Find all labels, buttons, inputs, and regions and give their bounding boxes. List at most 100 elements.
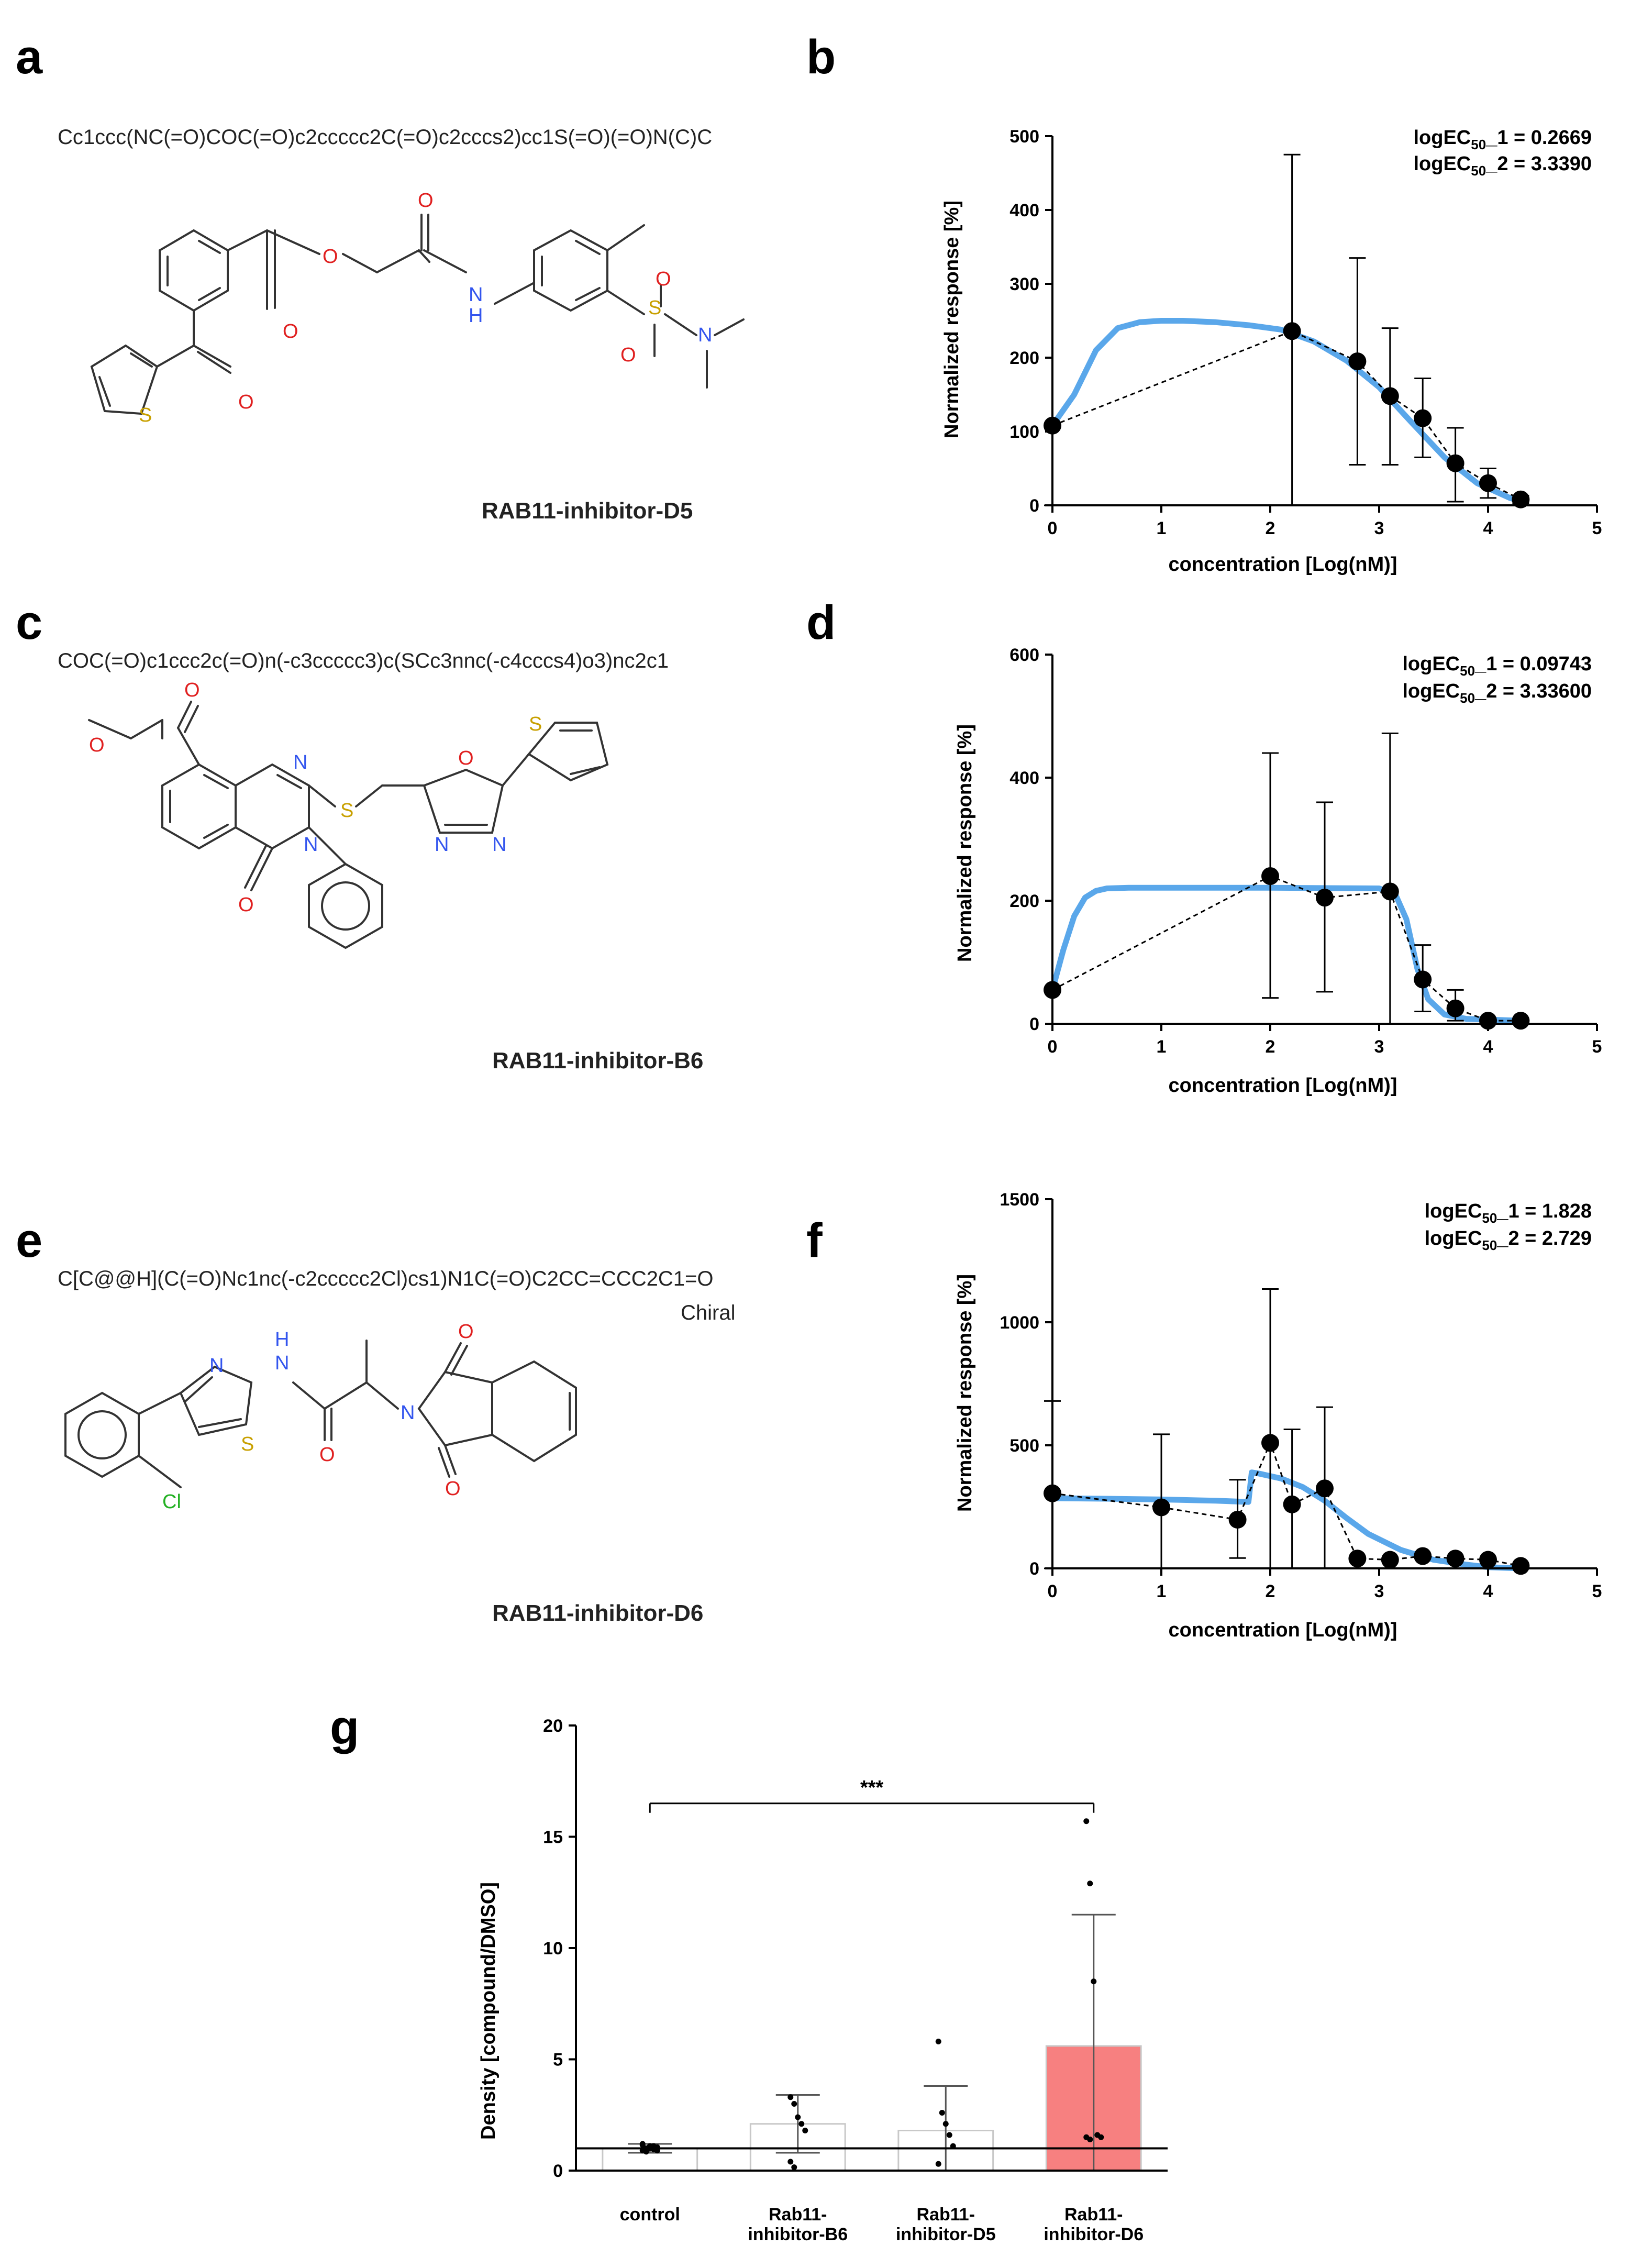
chart-d-x-label: concentration [Log(nM)] bbox=[1169, 1075, 1397, 1097]
chart-d-data-point bbox=[1512, 1012, 1530, 1030]
atom-n1-quinazoline: N bbox=[293, 751, 307, 773]
chart-g-dot bbox=[935, 2039, 941, 2044]
atom-o-amide: O bbox=[418, 190, 434, 212]
chart-g-category-label: Rab11- bbox=[1064, 2205, 1123, 2225]
chart-b-y-tick-label: 100 bbox=[1009, 422, 1039, 442]
chart-b-axes: 0 1 2 3 4 5 0 100 200 300 400 500 bbox=[1009, 127, 1602, 538]
chart-d-x-tick-label: 3 bbox=[1374, 1037, 1384, 1057]
atom-o-quinazolinone: O bbox=[238, 894, 254, 916]
chart-b-data-point bbox=[1479, 474, 1497, 492]
atom-n-oxadiazole-1: N bbox=[435, 834, 449, 856]
chart-g-category-label: inhibitor-B6 bbox=[748, 2225, 848, 2244]
atom-o-oxadiazole: O bbox=[458, 747, 474, 769]
atom-o-ester-carbonyl-b6: O bbox=[184, 679, 200, 701]
chart-f-x-tick-label: 5 bbox=[1592, 1581, 1602, 1601]
chart-g-dot bbox=[639, 2142, 646, 2148]
structure-d5: Cc1ccc(NC(=O)COC(=O)c2ccccc2C(=O)c2cccs2… bbox=[58, 126, 745, 524]
chart-g-dot bbox=[1083, 1818, 1090, 1824]
smiles-d6: C[C@@H](C(=O)Nc1nc(-c2ccccc2Cl)cs1)N1C(=… bbox=[58, 1267, 714, 1290]
chart-g-category-label: control bbox=[620, 2205, 680, 2225]
chart-b-annotation-2: logEC50_2 = 3.3390 bbox=[1413, 153, 1592, 179]
atom-o-amide-d6: O bbox=[319, 1444, 335, 1466]
chart-b-x-tick-label: 4 bbox=[1483, 518, 1493, 538]
panel-label-b: b bbox=[806, 30, 836, 84]
atom-n-imide: N bbox=[401, 1402, 415, 1424]
chart-f-x-tick-label: 0 bbox=[1048, 1581, 1058, 1601]
chart-d-x-tick-label: 1 bbox=[1157, 1037, 1167, 1057]
chart-d-data-point bbox=[1316, 889, 1334, 907]
compound-name-d5: RAB11-inhibitor-D5 bbox=[482, 498, 693, 524]
panel-label-d: d bbox=[806, 596, 836, 649]
chart-g-dot bbox=[798, 2121, 805, 2127]
atom-s-thiophene-b6: S bbox=[529, 713, 542, 735]
atom-s-sulfonyl: S bbox=[648, 297, 661, 319]
chart-g-y-tick-label: 5 bbox=[553, 2050, 563, 2070]
atom-o-methyl-ester: O bbox=[89, 734, 105, 756]
chart-f-x-tick-label: 1 bbox=[1157, 1581, 1167, 1601]
chart-d-axes: 0 1 2 3 4 5 0 200 400 600 bbox=[1009, 645, 1602, 1057]
chart-f-y-tick-label: 1500 bbox=[1000, 1190, 1039, 1210]
chart-g-bars: *** bbox=[576, 1777, 1168, 2172]
chart-g-y-label: Density [compound/DMSO] bbox=[478, 1882, 500, 2140]
chart-b-y-tick-label: 0 bbox=[1029, 496, 1039, 516]
chart-d-data bbox=[1044, 732, 1530, 1030]
chart-b-data-point bbox=[1414, 409, 1432, 427]
chart-b-connect-line bbox=[1052, 330, 1522, 501]
chart-d-x-tick-label: 4 bbox=[1483, 1037, 1493, 1057]
chart-b-x-label: concentration [Log(nM)] bbox=[1169, 554, 1397, 576]
chart-b-y-tick-label: 300 bbox=[1009, 274, 1039, 294]
chart-g-dot bbox=[1091, 1978, 1097, 1985]
chart-g-dot bbox=[795, 2114, 801, 2120]
compound-name-b6: RAB11-inhibitor-B6 bbox=[492, 1048, 703, 1074]
chart-d-annotation-2: logEC50_2 = 3.33600 bbox=[1402, 680, 1592, 706]
chart-f-data-point bbox=[1261, 1434, 1279, 1452]
chart-g-dot bbox=[935, 2161, 941, 2167]
atom-n3-quinazoline: N bbox=[304, 834, 318, 856]
chart-d-y-tick-label: 600 bbox=[1009, 645, 1039, 665]
chart-d-data-point bbox=[1479, 1012, 1497, 1030]
chart-f-y-tick-label: 0 bbox=[1029, 1559, 1039, 1579]
chart-b-data-point bbox=[1381, 387, 1399, 405]
chart-g-category-label: inhibitor-D5 bbox=[896, 2225, 996, 2244]
panel-label-g: g bbox=[330, 1701, 359, 1754]
chart-b-data-point bbox=[1348, 352, 1367, 371]
atom-s-thiazole: S bbox=[241, 1433, 254, 1455]
chart-f-annotation-2: logEC50_2 = 2.729 bbox=[1425, 1227, 1592, 1253]
chart-f-y-tick-label: 1000 bbox=[1000, 1313, 1039, 1333]
chart-g-y-tick-label: 20 bbox=[543, 1716, 563, 1736]
structure-d6: C[C@@H](C(=O)Nc1nc(-c2ccccc2Cl)cs1)N1C(=… bbox=[58, 1267, 735, 1626]
atom-n-sulfonamide: N bbox=[698, 324, 712, 346]
atom-h-amide: H bbox=[469, 305, 483, 327]
chart-b-x-tick-label: 5 bbox=[1592, 518, 1602, 538]
chart-b-data-point bbox=[1446, 454, 1464, 472]
chart-f-fit bbox=[1049, 1469, 1524, 1572]
chiral-label-d6: Chiral bbox=[681, 1301, 735, 1324]
chart-b-fit-curve bbox=[1049, 318, 1524, 504]
panel-label-a: a bbox=[16, 30, 43, 84]
chart-f-data-point bbox=[1283, 1495, 1301, 1513]
chart-f-data bbox=[1044, 1288, 1530, 1575]
atom-n-thiazole: N bbox=[209, 1355, 224, 1377]
chart-f-data-point bbox=[1446, 1550, 1464, 1568]
chart-f-data-point bbox=[1316, 1479, 1334, 1498]
chart-d-y-label: Normalized response [%] bbox=[954, 724, 976, 962]
chart-g-dot bbox=[791, 2164, 797, 2171]
chart-b-x-tick-label: 2 bbox=[1266, 518, 1275, 538]
atom-n-amide-d6: N bbox=[275, 1352, 289, 1374]
chart-f-annotation-1: logEC50_1 = 1.828 bbox=[1425, 1200, 1592, 1226]
chart-d-x-tick-label: 5 bbox=[1592, 1037, 1602, 1057]
chart-b-data-point bbox=[1512, 490, 1530, 508]
chart-f-y-tick-label: 500 bbox=[1009, 1436, 1039, 1456]
panel-label-e: e bbox=[16, 1214, 42, 1267]
chart-d-y-tick-label: 200 bbox=[1009, 891, 1039, 911]
structure-b6: COC(=O)c1ccc2c(=O)n(-c3ccccc3)c(SCc3nnc(… bbox=[58, 649, 703, 1074]
chart-g-category-label: Rab11- bbox=[917, 2205, 975, 2225]
compound-name-d6: RAB11-inhibitor-D6 bbox=[492, 1600, 703, 1626]
chart-d-data-point bbox=[1381, 882, 1399, 901]
chart-d-connect-line bbox=[1052, 875, 1521, 1022]
panel-label-c: c bbox=[16, 596, 42, 649]
chart-b-x-tick-label: 3 bbox=[1374, 518, 1384, 538]
